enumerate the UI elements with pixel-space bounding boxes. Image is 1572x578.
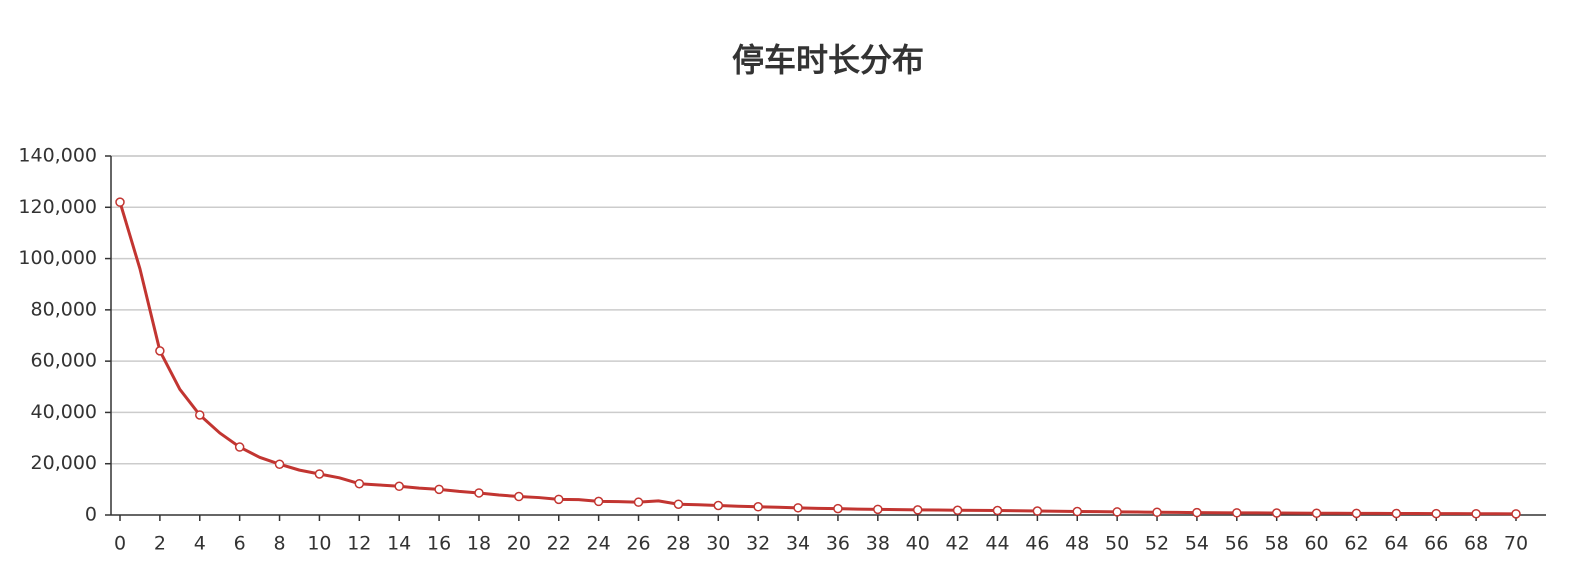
point (1431, 508, 1441, 519)
point (553, 494, 564, 505)
point (195, 410, 205, 420)
point (1311, 508, 1322, 518)
x-tick-label: 70 (1504, 533, 1528, 555)
point (1232, 508, 1242, 518)
x-tick-label: 48 (1065, 533, 1089, 555)
point (514, 491, 524, 502)
x-tick-label: 58 (1265, 533, 1289, 555)
x-tick-label: 34 (786, 533, 810, 555)
y-tick-label: 120,000 (18, 196, 97, 218)
x-tick-label: 64 (1384, 533, 1408, 555)
y-tick-label: 80,000 (31, 298, 97, 320)
x-tick-label: 40 (906, 533, 930, 555)
point (912, 505, 923, 515)
x-tick-label: 2 (154, 533, 166, 555)
point (873, 504, 883, 515)
point (1271, 508, 1282, 518)
point (1152, 507, 1162, 518)
point (434, 484, 444, 495)
point (474, 488, 484, 498)
point (1032, 506, 1043, 516)
point (115, 197, 125, 207)
x-tick-label: 54 (1185, 533, 1209, 555)
x-tick-label: 36 (826, 533, 850, 555)
point (633, 497, 644, 507)
x-tick-label: 56 (1225, 533, 1249, 555)
x-tick-label: 6 (234, 533, 246, 555)
point (1471, 508, 1481, 519)
point (753, 502, 763, 512)
x-tick-label: 44 (985, 533, 1009, 555)
y-tick-label: 0 (85, 504, 97, 526)
x-tick-label: 20 (507, 533, 531, 555)
point (952, 505, 963, 516)
point (1072, 506, 1083, 517)
x-tick-label: 30 (706, 533, 730, 555)
point (314, 469, 325, 479)
x-tick-label: 38 (866, 533, 890, 555)
point (992, 505, 1003, 516)
point (673, 499, 684, 509)
x-tick-label: 68 (1464, 533, 1488, 555)
x-tick-label: 32 (746, 533, 770, 555)
x-tick-label: 12 (347, 533, 371, 555)
x-tick-label: 10 (307, 533, 331, 555)
x-tick-label: 60 (1304, 533, 1328, 555)
x-tick-label: 50 (1105, 533, 1129, 555)
x-tick-label: 16 (427, 533, 451, 555)
y-tick-label: 20,000 (31, 452, 97, 474)
x-tick-label: 24 (587, 533, 611, 555)
x-tick-label: 18 (467, 533, 491, 555)
point (713, 500, 724, 511)
chart-title: 停车时长分布 (732, 41, 924, 79)
y-tick-label: 140,000 (18, 145, 97, 167)
x-tick-label: 62 (1344, 533, 1368, 555)
y-tick-label: 100,000 (18, 247, 97, 269)
x-tick-label: 0 (114, 533, 126, 555)
point (1391, 508, 1402, 519)
x-tick-label: 42 (946, 533, 970, 555)
point (1511, 509, 1521, 519)
point (1112, 507, 1122, 517)
x-tick-label: 26 (626, 533, 650, 555)
point (833, 503, 843, 514)
point (1192, 507, 1202, 518)
point (394, 481, 404, 492)
point (234, 442, 245, 452)
x-tick-label: 52 (1145, 533, 1169, 555)
point (155, 346, 165, 356)
point (1351, 508, 1362, 519)
point (593, 496, 604, 507)
x-tick-label: 66 (1424, 533, 1448, 555)
y-tick-label: 60,000 (31, 350, 97, 372)
x-tick-label: 46 (1025, 533, 1049, 555)
y-tick-label: 40,000 (31, 401, 97, 423)
x-tick-label: 14 (387, 533, 411, 555)
point (354, 478, 365, 489)
point (274, 459, 285, 469)
x-tick-label: 4 (194, 533, 206, 555)
x-tick-label: 28 (666, 533, 690, 555)
x-tick-label: 22 (547, 533, 571, 555)
line (118, 201, 1517, 516)
x-tick-label: 8 (273, 533, 285, 555)
point (793, 503, 803, 513)
